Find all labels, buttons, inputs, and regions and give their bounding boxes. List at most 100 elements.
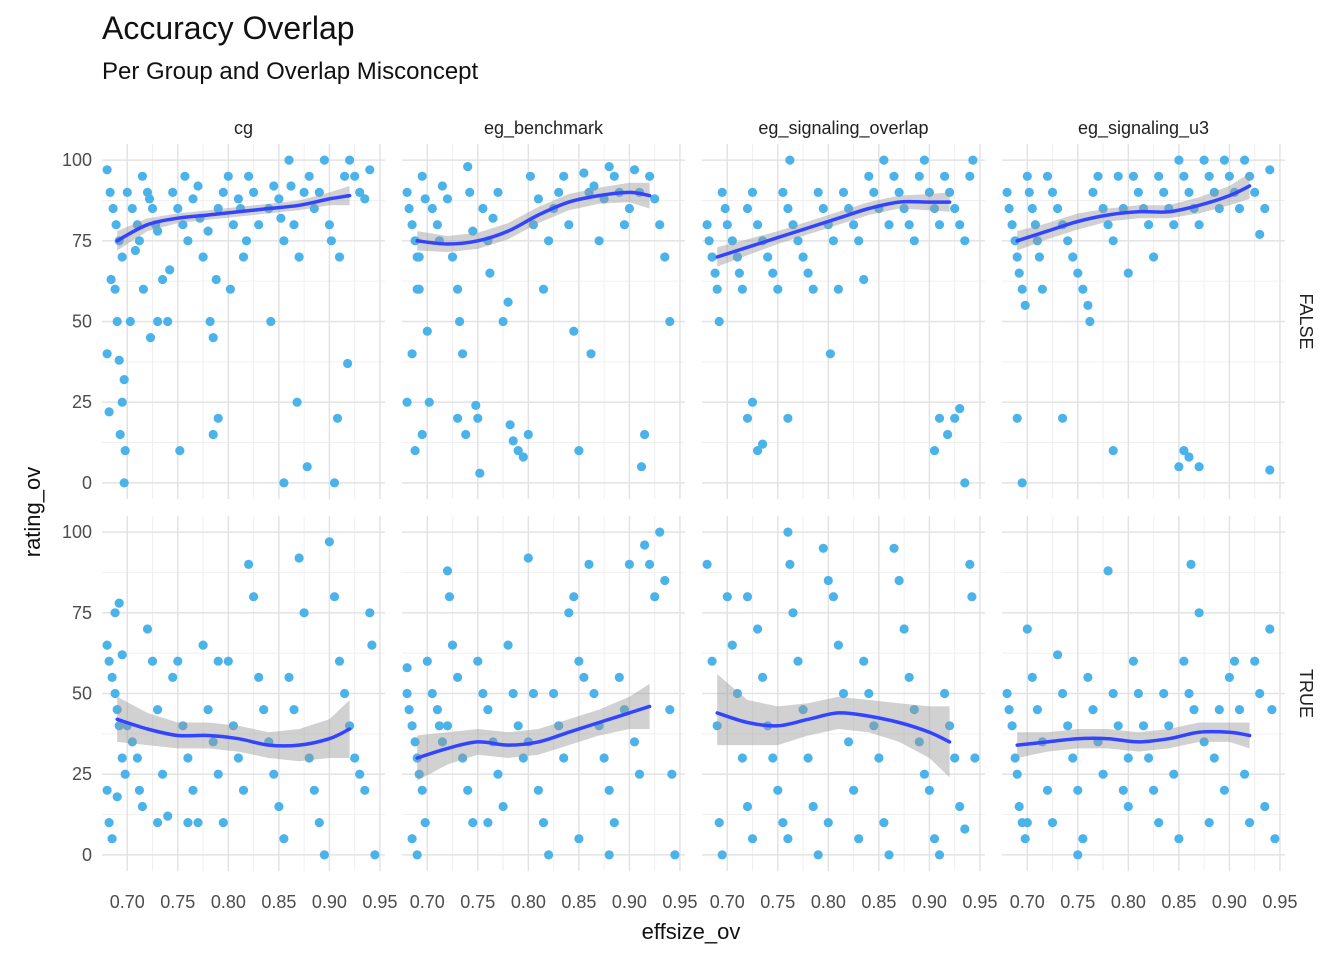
data-point — [153, 705, 163, 715]
panel-grid — [1002, 144, 1285, 499]
data-point — [1219, 155, 1229, 165]
data-point — [645, 171, 655, 181]
data-point — [894, 187, 904, 197]
data-point — [483, 818, 493, 828]
data-point — [434, 721, 444, 731]
data-point — [309, 203, 319, 214]
data-point — [178, 721, 188, 731]
data-point — [203, 226, 213, 236]
smooth-line — [1015, 184, 1252, 243]
data-point — [473, 413, 483, 423]
data-point — [120, 446, 130, 456]
data-point — [707, 252, 717, 262]
data-point — [768, 268, 778, 278]
data-point — [1204, 818, 1214, 828]
data-point — [104, 407, 114, 417]
data-point — [493, 769, 503, 779]
data-point — [107, 672, 117, 683]
data-point — [110, 688, 120, 699]
data-point — [1047, 818, 1058, 828]
data-point — [241, 236, 252, 246]
data-point — [367, 640, 377, 650]
x-tick-label: 0.75 — [160, 892, 195, 912]
panel-eg_signaling_u3-TRUE — [1002, 559, 1280, 860]
data-point — [914, 171, 924, 181]
x-tick-label: 0.85 — [561, 892, 596, 912]
data-point — [1042, 785, 1053, 795]
data-point — [889, 543, 899, 553]
data-point — [1265, 624, 1275, 634]
data-point — [1032, 705, 1042, 715]
data-point — [965, 171, 975, 181]
data-point — [1186, 559, 1196, 570]
x-tick-label: 0.80 — [211, 892, 246, 912]
data-point — [544, 850, 554, 860]
data-point — [304, 753, 314, 763]
data-point — [538, 818, 549, 828]
data-point — [407, 834, 417, 844]
data-point — [950, 753, 960, 763]
data-point — [714, 818, 724, 828]
data-point — [1004, 203, 1014, 214]
data-point — [1010, 236, 1020, 246]
data-point — [1194, 220, 1204, 230]
data-point — [783, 527, 793, 537]
data-point — [1149, 252, 1159, 262]
data-point — [1260, 801, 1270, 812]
data-point — [147, 656, 158, 666]
data-point — [1017, 284, 1027, 294]
data-point — [134, 785, 144, 795]
data-point — [223, 171, 233, 181]
data-point — [874, 753, 884, 763]
data-point — [468, 818, 478, 828]
smooth-line — [1015, 729, 1252, 747]
data-point — [1199, 737, 1209, 747]
data-point — [266, 316, 276, 327]
data-point — [1169, 220, 1179, 230]
data-point — [137, 801, 147, 812]
data-point — [704, 236, 714, 246]
data-point — [833, 284, 844, 294]
data-point — [970, 753, 980, 763]
data-point — [478, 688, 488, 699]
data-point — [102, 785, 112, 795]
confidence-ribbon — [117, 186, 350, 251]
data-point — [1204, 171, 1214, 181]
data-point — [117, 397, 127, 407]
data-point — [1159, 688, 1169, 699]
data-point — [554, 721, 564, 731]
data-point — [1184, 688, 1194, 699]
data-point — [1255, 229, 1265, 239]
data-point — [579, 672, 589, 683]
data-point — [929, 203, 940, 214]
y-tick-label: 0 — [82, 473, 92, 493]
data-point — [471, 400, 481, 410]
data-point — [345, 155, 355, 165]
data-point — [1118, 785, 1128, 795]
data-point — [1169, 769, 1179, 779]
data-point — [1053, 650, 1063, 660]
data-point — [960, 824, 970, 834]
data-point — [1154, 818, 1164, 828]
data-point — [1002, 688, 1012, 699]
data-point — [919, 769, 930, 779]
data-point — [747, 397, 758, 407]
data-point — [1229, 656, 1240, 666]
data-point — [473, 656, 483, 666]
data-point — [943, 429, 953, 440]
data-point — [753, 220, 763, 230]
data-point — [609, 818, 619, 828]
data-point — [665, 705, 675, 715]
data-point — [1027, 203, 1037, 214]
chart-subtitle: Per Group and Overlap Misconcept — [102, 58, 479, 85]
data-point — [1037, 284, 1047, 294]
data-point — [1078, 834, 1088, 844]
data-point — [458, 753, 468, 763]
data-point — [1250, 187, 1260, 197]
y-tick-label: 0 — [82, 845, 92, 865]
data-point — [838, 187, 849, 197]
data-point — [213, 203, 223, 214]
data-point — [584, 559, 594, 570]
data-point — [884, 850, 894, 860]
